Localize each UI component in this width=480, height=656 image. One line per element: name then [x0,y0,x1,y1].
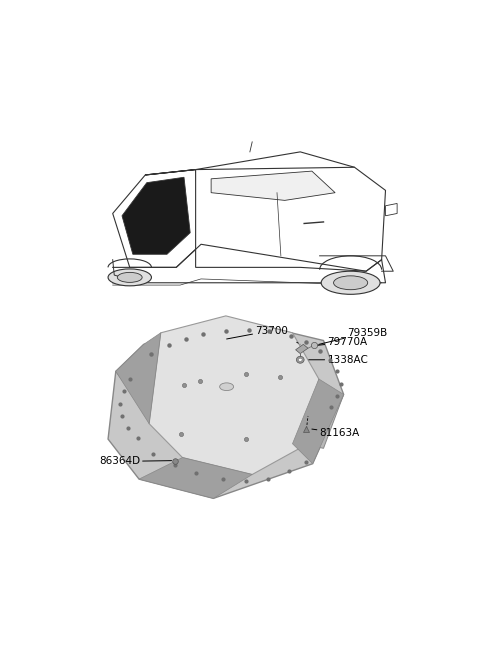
Polygon shape [108,322,344,499]
Polygon shape [385,203,397,216]
Text: 86364D: 86364D [99,457,172,466]
Ellipse shape [117,272,142,282]
Ellipse shape [334,276,368,290]
Polygon shape [116,371,344,448]
Polygon shape [139,458,252,499]
Polygon shape [196,167,385,271]
Polygon shape [113,170,201,268]
Ellipse shape [296,356,304,363]
Text: 1338AC: 1338AC [309,355,368,365]
Ellipse shape [321,271,380,295]
Polygon shape [296,344,308,354]
Polygon shape [122,177,190,255]
Text: 73700: 73700 [227,325,288,339]
Polygon shape [292,379,344,464]
Ellipse shape [108,269,152,286]
Ellipse shape [220,383,234,390]
Polygon shape [211,171,335,200]
Ellipse shape [298,358,302,361]
Text: 79359B: 79359B [319,328,387,344]
Text: 81163A: 81163A [312,428,360,438]
Polygon shape [116,333,161,424]
Polygon shape [149,316,319,474]
Polygon shape [145,152,355,193]
Text: 79770A: 79770A [312,337,368,347]
